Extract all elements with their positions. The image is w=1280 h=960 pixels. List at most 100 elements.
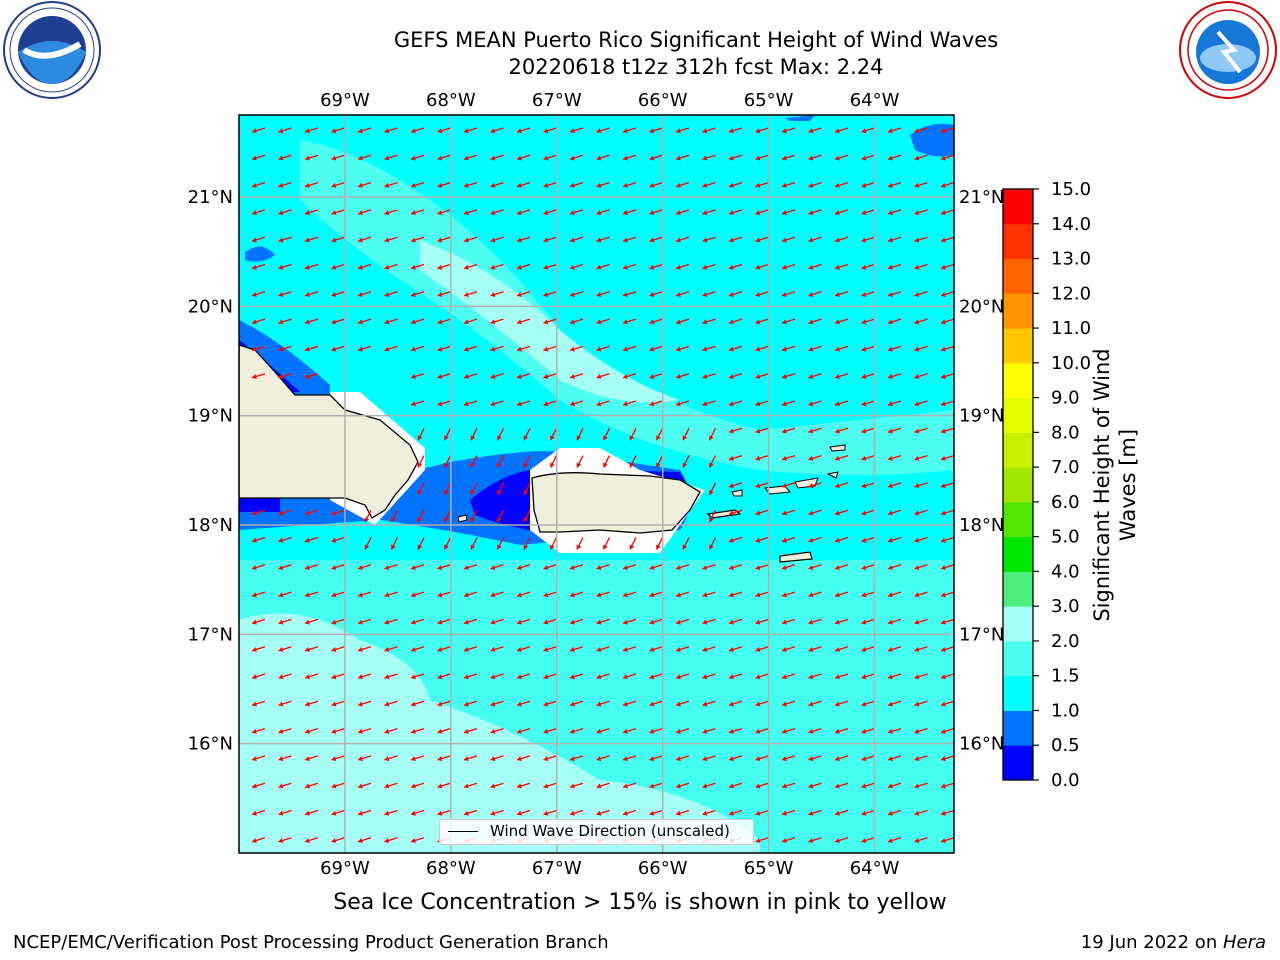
wave-arrowhead bbox=[331, 510, 337, 516]
zone-2-3m-south bbox=[239, 613, 760, 853]
wave-arrowhead bbox=[755, 182, 761, 188]
wave-arrowhead bbox=[596, 210, 602, 216]
wave-arrowhead bbox=[305, 155, 310, 161]
wave-arrowhead bbox=[888, 728, 893, 734]
wave-arrowhead bbox=[437, 646, 443, 652]
wave-arrowhead bbox=[490, 210, 496, 216]
wave-arrowhead bbox=[808, 155, 814, 161]
wave-arrowhead bbox=[808, 346, 814, 352]
colorbar-segment bbox=[1003, 501, 1033, 538]
wave-arrowhead bbox=[331, 728, 337, 734]
colorbar-tick-label: 4.0 bbox=[1051, 561, 1080, 582]
wave-arrowhead bbox=[941, 783, 946, 789]
wave-arrowhead bbox=[808, 756, 814, 762]
wave-arrowhead bbox=[888, 810, 893, 816]
footer-date-text: 19 Jun 2022 on bbox=[1080, 932, 1223, 953]
wave-arrowhead bbox=[278, 537, 284, 543]
wave-arrowhead bbox=[411, 674, 416, 680]
wave-arrowhead bbox=[835, 674, 840, 680]
wave-arrowhead bbox=[570, 674, 575, 680]
wave-arrowhead bbox=[517, 346, 522, 352]
colorbar-frame bbox=[1002, 188, 1034, 781]
map-gridlines bbox=[239, 115, 954, 853]
wave-arrowhead bbox=[676, 401, 681, 407]
wave-arrowhead bbox=[629, 462, 635, 468]
wave-arrowhead bbox=[411, 619, 416, 625]
wave-arrowhead bbox=[676, 783, 681, 789]
wave-arrowhead bbox=[835, 128, 840, 134]
wave-arrowhead bbox=[649, 373, 655, 379]
wave-arrowhead bbox=[755, 838, 761, 844]
wave-arrowhead bbox=[914, 428, 920, 434]
lat-tick-label: 19°N bbox=[188, 406, 233, 427]
wave-arrowhead bbox=[808, 237, 814, 243]
wave-arrowhead bbox=[649, 346, 655, 352]
wave-arrowhead bbox=[252, 182, 257, 188]
wave-arrowhead bbox=[729, 401, 734, 407]
wave-arrowhead bbox=[252, 619, 257, 625]
wave-arrowhead bbox=[914, 128, 920, 134]
wave-arrowhead bbox=[888, 565, 893, 571]
wave-arrowhead bbox=[358, 210, 363, 216]
wave-arrowhead bbox=[437, 592, 443, 598]
colorbar-segment bbox=[1003, 397, 1033, 433]
wave-arrowhead bbox=[888, 346, 893, 352]
wave-arrowhead bbox=[543, 237, 549, 243]
zone-1_5-2m-south bbox=[239, 560, 954, 853]
wave-arrowhead bbox=[417, 435, 423, 441]
wave-arrowhead bbox=[384, 565, 390, 571]
wave-arrowhead bbox=[570, 401, 575, 407]
wave-arrowhead bbox=[358, 756, 363, 762]
wave-arrowhead bbox=[623, 346, 628, 352]
wave-arrowhead bbox=[835, 646, 840, 652]
wave-arrowhead bbox=[702, 346, 708, 352]
wave-arrowhead bbox=[305, 264, 310, 270]
wave-arrowhead bbox=[517, 565, 522, 571]
colorbar-tick-label: 0.5 bbox=[1051, 735, 1080, 756]
wave-arrowhead bbox=[278, 565, 284, 571]
wave-arrowhead bbox=[596, 128, 602, 134]
wave-arrowhead bbox=[278, 510, 284, 516]
wave-arrowhead bbox=[861, 565, 867, 571]
lon-tick-label: 67°W bbox=[532, 90, 582, 111]
wave-arrowhead bbox=[358, 701, 363, 707]
wave-arrowhead bbox=[490, 292, 496, 298]
wave-arrowhead bbox=[941, 155, 946, 161]
wave-arrowhead bbox=[252, 537, 257, 543]
wave-arrowhead bbox=[384, 319, 390, 325]
wave-arrowhead bbox=[755, 728, 761, 734]
wave-arrowhead bbox=[888, 483, 893, 489]
colorbar-tick-label: 14.0 bbox=[1051, 214, 1091, 235]
wave-arrowhead bbox=[490, 346, 496, 352]
wave-arrowhead bbox=[808, 401, 814, 407]
wave-arrowhead bbox=[523, 462, 529, 468]
wave-arrowhead bbox=[941, 319, 946, 325]
wave-arrowhead bbox=[497, 544, 502, 550]
wave-arrowhead bbox=[517, 264, 522, 270]
wave-arrowhead bbox=[682, 462, 688, 468]
wave-arrowhead bbox=[305, 565, 310, 571]
wave-arrowhead bbox=[305, 728, 310, 734]
wave-arrowhead bbox=[835, 346, 840, 352]
wave-arrowhead bbox=[517, 401, 522, 407]
wave-arrowhead bbox=[411, 346, 416, 352]
wave-arrowhead bbox=[782, 292, 787, 298]
wave-arrowhead bbox=[470, 544, 476, 550]
wave-arrowhead bbox=[729, 619, 734, 625]
colorbar-segment bbox=[1003, 675, 1033, 711]
wave-arrowhead bbox=[543, 619, 549, 625]
wave-arrowhead bbox=[384, 674, 390, 680]
lon-tick-label: 68°W bbox=[426, 858, 476, 879]
wave-arrowhead bbox=[437, 210, 443, 216]
wave-arrowhead bbox=[709, 462, 714, 468]
wave-arrowhead bbox=[252, 319, 257, 325]
wave-arrowhead bbox=[464, 592, 469, 598]
wave-arrowhead bbox=[331, 319, 337, 325]
wave-arrowhead bbox=[649, 182, 655, 188]
wave-arrowhead bbox=[782, 128, 787, 134]
wave-arrowhead bbox=[490, 756, 496, 762]
wave-arrowhead bbox=[384, 619, 390, 625]
wave-arrowhead bbox=[861, 756, 867, 762]
wave-arrowhead bbox=[861, 674, 867, 680]
lon-tick-label: 67°W bbox=[532, 858, 582, 879]
